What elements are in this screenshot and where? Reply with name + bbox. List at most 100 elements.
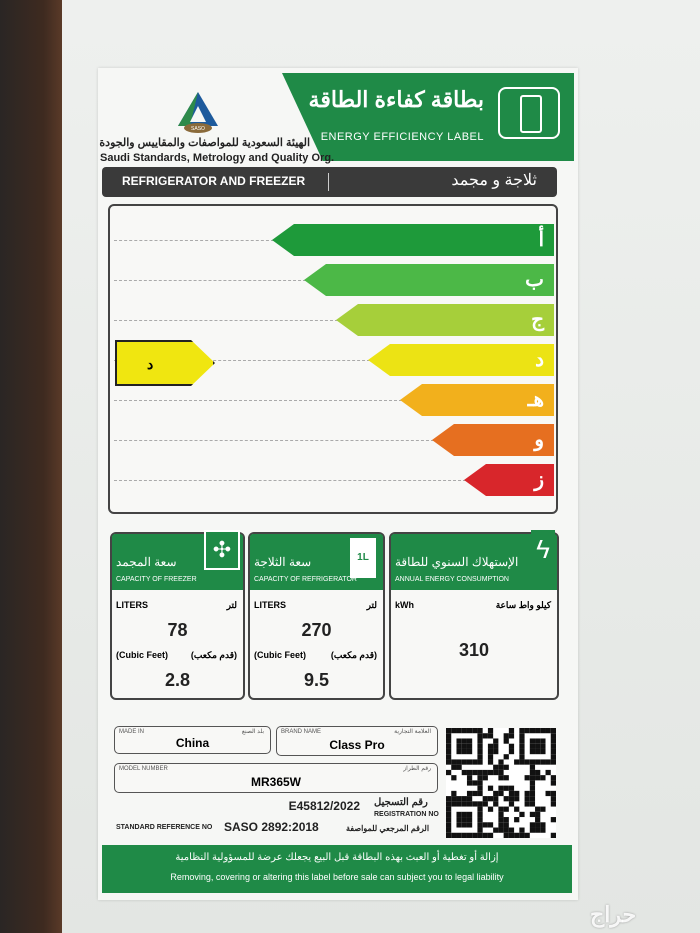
qr-module bbox=[477, 759, 483, 765]
qr-module bbox=[545, 759, 551, 765]
energy-title-ar: الإستهلاك السنوي للطاقة bbox=[395, 555, 519, 569]
qr-module bbox=[466, 728, 473, 734]
qr-module bbox=[535, 748, 541, 755]
qr-module bbox=[550, 748, 556, 755]
standard-label-ar: الرقم المرجعي للمواصفة bbox=[346, 824, 430, 833]
qr-module bbox=[540, 806, 546, 812]
qr-module bbox=[482, 796, 488, 802]
qr-module bbox=[472, 790, 478, 797]
qr-module bbox=[477, 728, 483, 734]
qr-module bbox=[498, 785, 504, 791]
qr-module bbox=[545, 790, 551, 797]
qr-module bbox=[550, 817, 556, 823]
guide-line bbox=[114, 480, 466, 481]
qr-module bbox=[519, 759, 525, 765]
org-name-ar: الهيئة السعودية للمواصفات والمقاييس والج… bbox=[99, 137, 310, 149]
qr-module bbox=[550, 790, 556, 797]
qr-module bbox=[498, 790, 504, 797]
qr-module bbox=[503, 785, 509, 791]
registration-label-ar: رقم التسجيل bbox=[374, 797, 428, 808]
qr-module bbox=[498, 806, 504, 812]
qr-module bbox=[456, 764, 462, 770]
freezer-capacity-panel: سعة المجمد CAPACITY OF FREEZER ✣ LITERS … bbox=[110, 530, 245, 700]
qr-module bbox=[519, 728, 525, 734]
qr-module bbox=[472, 780, 478, 786]
qr-module bbox=[514, 832, 520, 838]
qr-module bbox=[446, 733, 452, 739]
freezer-cubic-feet: 2.8 bbox=[164, 670, 191, 690]
qr-module bbox=[508, 785, 515, 791]
qr-module bbox=[519, 754, 525, 760]
qr-module bbox=[524, 759, 530, 765]
energy-consumption-panel: الإستهلاك السنوي للطاقة ANNUAL ENERGY CO… bbox=[389, 530, 559, 700]
saso-logo: SASO bbox=[178, 92, 218, 133]
qr-module bbox=[508, 790, 515, 797]
qr-module bbox=[519, 832, 525, 838]
qr-module bbox=[550, 796, 556, 802]
qr-module bbox=[451, 759, 457, 765]
divider bbox=[328, 173, 329, 191]
qr-module bbox=[487, 806, 494, 812]
qr-module bbox=[477, 769, 483, 776]
unit-en: LITERS bbox=[116, 600, 149, 610]
qr-module bbox=[482, 832, 488, 838]
standard-number: SASO 2892:2018 bbox=[224, 820, 319, 834]
qr-module bbox=[524, 728, 530, 734]
qr-module bbox=[524, 775, 530, 781]
qr-module bbox=[529, 822, 536, 828]
qr-module bbox=[487, 822, 494, 828]
qr-module bbox=[524, 790, 530, 797]
qr-module bbox=[472, 728, 478, 734]
qr-module bbox=[550, 801, 556, 807]
qr-module bbox=[487, 785, 494, 791]
qr-module bbox=[535, 775, 541, 781]
qr-module bbox=[456, 796, 462, 802]
qr-module bbox=[529, 764, 536, 770]
qr-module bbox=[550, 743, 556, 749]
qr-module bbox=[503, 775, 509, 781]
freezer-liters: 78 bbox=[167, 620, 188, 640]
qr-module bbox=[466, 811, 473, 818]
qr-module bbox=[529, 738, 536, 744]
qr-module bbox=[540, 775, 546, 781]
qr-module bbox=[498, 775, 504, 781]
qr-module bbox=[466, 738, 473, 744]
qr-module bbox=[456, 817, 462, 823]
qr-module bbox=[503, 806, 509, 812]
qr-module bbox=[487, 743, 494, 749]
qr-module bbox=[446, 817, 452, 823]
qr-module bbox=[487, 748, 494, 755]
qr-module bbox=[503, 754, 509, 760]
qr-module bbox=[498, 811, 504, 818]
fridge-door-frame bbox=[0, 0, 62, 933]
qr-module bbox=[503, 832, 509, 838]
qr-module bbox=[446, 827, 452, 833]
qr-module bbox=[461, 769, 467, 776]
qr-module bbox=[545, 769, 551, 776]
qr-module bbox=[461, 743, 467, 749]
efficiency-scale: أ ب ج د هـ و ز bbox=[108, 204, 558, 514]
product-type-en: REFRIGERATOR AND FREEZER bbox=[122, 174, 306, 188]
qr-module bbox=[503, 817, 509, 823]
qr-module bbox=[535, 738, 541, 744]
qr-module bbox=[503, 733, 509, 739]
energy-title-en: ANNUAL ENERGY CONSUMPTION bbox=[395, 576, 509, 583]
qr-module bbox=[466, 796, 473, 802]
model-label-en: MODEL NUMBER bbox=[119, 766, 168, 772]
qr-module bbox=[535, 769, 541, 776]
qr-module bbox=[503, 764, 509, 770]
qr-module bbox=[451, 832, 457, 838]
registration-label-en: REGISTRATION NO bbox=[374, 811, 439, 818]
qr-module bbox=[477, 775, 483, 781]
qr-module bbox=[446, 806, 452, 812]
qr-module bbox=[451, 775, 457, 781]
qr-module bbox=[466, 817, 473, 823]
refrigerator-cubic-feet: 9.5 bbox=[303, 670, 330, 690]
qr-module bbox=[550, 832, 556, 838]
qr-module bbox=[482, 822, 488, 828]
qr-module bbox=[446, 822, 452, 828]
qr-module bbox=[461, 748, 467, 755]
logo-text: SASO bbox=[191, 126, 205, 132]
qr-module bbox=[472, 832, 478, 838]
qr-module bbox=[446, 738, 452, 744]
